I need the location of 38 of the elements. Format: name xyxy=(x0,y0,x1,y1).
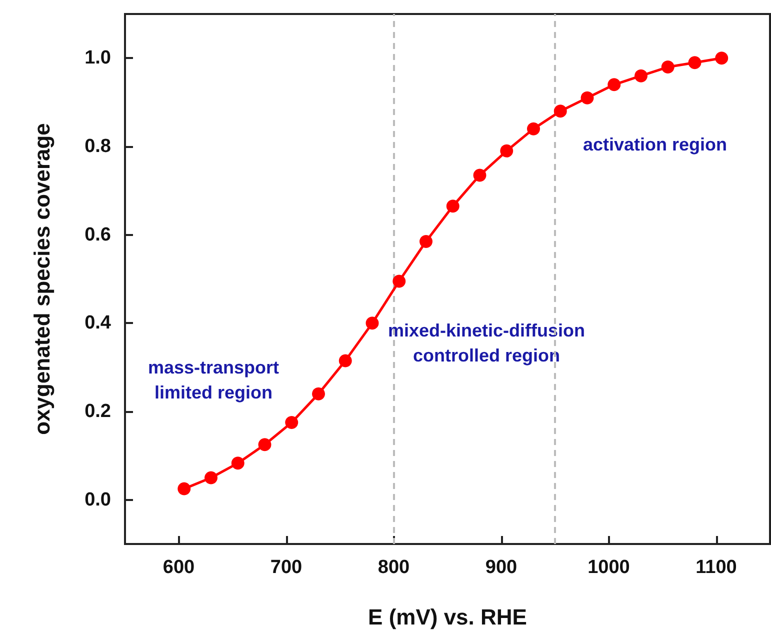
point xyxy=(285,416,298,430)
y-tick-label: 0.2 xyxy=(84,401,111,422)
y-axis-title: oxygenated species coverage xyxy=(30,123,54,435)
x-tick-label: 900 xyxy=(485,557,518,578)
point xyxy=(204,471,218,484)
x-tick-label: 800 xyxy=(378,557,410,578)
point xyxy=(366,316,379,330)
annotation: activation region xyxy=(583,134,728,154)
point xyxy=(258,438,272,452)
point xyxy=(500,144,514,158)
x-tick-label: 1000 xyxy=(588,557,630,578)
point xyxy=(634,69,648,82)
point xyxy=(420,234,432,248)
point xyxy=(231,456,244,470)
point xyxy=(608,78,621,92)
x-tick-label: 600 xyxy=(162,557,195,578)
point xyxy=(446,200,460,213)
point xyxy=(392,274,406,288)
x-axis-title: E (mV) vs. RHE xyxy=(368,604,527,630)
point xyxy=(338,354,352,368)
point xyxy=(661,60,674,74)
point xyxy=(688,56,702,70)
y-tick-label: 0.8 xyxy=(84,136,111,157)
point xyxy=(580,91,594,104)
y-tick-label: 0.0 xyxy=(84,489,111,510)
y-tick-label: 0.6 xyxy=(84,224,111,246)
point xyxy=(178,482,191,496)
y-tick-label: 0.4 xyxy=(84,312,112,334)
annotation: mass-transport limited region xyxy=(148,358,280,402)
x-tick-label: 1100 xyxy=(696,557,737,578)
y-tick-label: 1.0 xyxy=(84,48,111,69)
point xyxy=(715,52,728,65)
point xyxy=(312,387,325,400)
point xyxy=(527,122,540,136)
annotation: mixed-kinetic-diffusion controlled region xyxy=(388,320,586,366)
point xyxy=(473,168,486,182)
x-tick-label: 700 xyxy=(270,557,302,578)
point xyxy=(554,104,567,118)
